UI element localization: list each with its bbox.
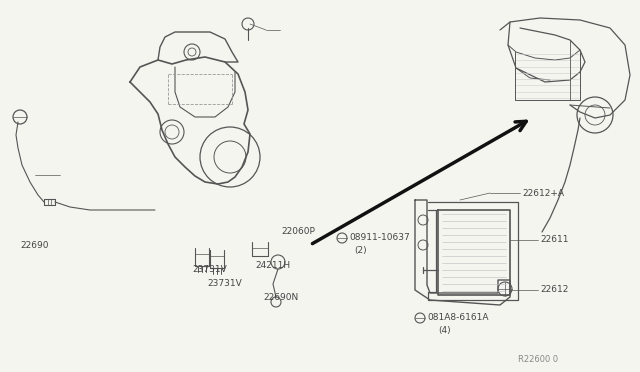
Text: 22611: 22611: [540, 235, 568, 244]
Text: 22690N: 22690N: [263, 292, 298, 301]
Text: (2): (2): [354, 246, 367, 254]
Text: 24211H: 24211H: [255, 260, 290, 269]
Text: 22612+A: 22612+A: [522, 189, 564, 198]
Text: 22612: 22612: [540, 285, 568, 295]
Text: 22690: 22690: [20, 241, 49, 250]
Text: 23731V: 23731V: [192, 266, 227, 275]
Text: 22060P: 22060P: [281, 228, 315, 237]
Text: 081A8-6161A: 081A8-6161A: [427, 314, 488, 323]
Text: R22600 0: R22600 0: [518, 356, 558, 365]
Text: 08911-10637: 08911-10637: [349, 234, 410, 243]
Text: (4): (4): [438, 326, 451, 334]
Text: 23731V: 23731V: [207, 279, 242, 288]
